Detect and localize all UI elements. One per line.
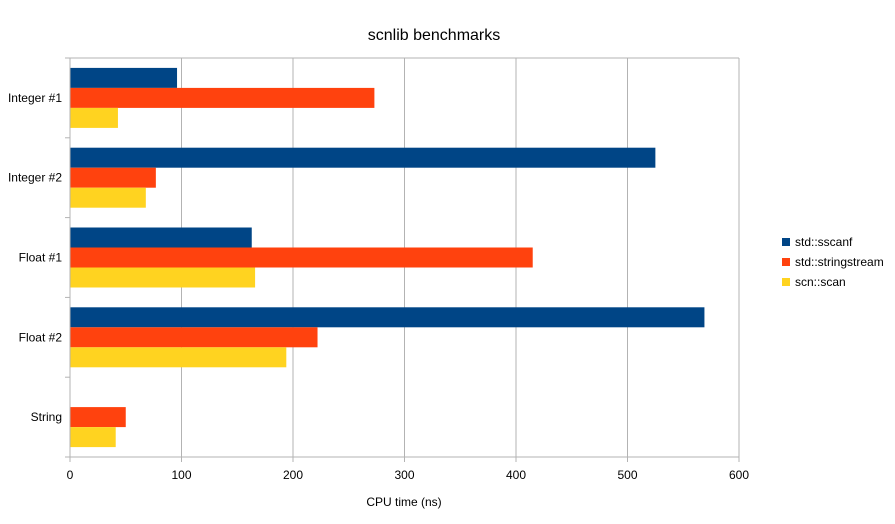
x-tick-label: 600 (729, 468, 749, 482)
x-tick-label: 500 (617, 468, 637, 482)
y-category-label: Float #2 (19, 330, 63, 344)
legend-label: scn::scan (795, 275, 846, 289)
bar-std-stringstream (70, 247, 533, 268)
bar-scn-scan (70, 347, 287, 368)
bar-std-sscanf (70, 67, 178, 88)
bar-scn-scan (70, 107, 118, 128)
bar-std-stringstream (70, 407, 126, 428)
legend-label: std::stringstream (795, 255, 884, 269)
x-tick-label: 0 (67, 468, 74, 482)
bar-std-sscanf (70, 147, 656, 168)
bar-std-sscanf (70, 307, 705, 328)
bar-scn-scan (70, 427, 116, 448)
y-category-label: Integer #2 (8, 171, 62, 185)
bars (70, 67, 705, 448)
bar-std-stringstream (70, 167, 156, 188)
legend-swatch (782, 238, 790, 246)
axes: 0 100 200 300 400 500 600 Integer #1 Integer #2 F… (8, 57, 749, 482)
legend-label: std::sscanf (795, 235, 853, 249)
x-tick-label: 200 (283, 468, 303, 482)
bar-scn-scan (70, 267, 256, 288)
chart-title: scnlib benchmarks (368, 27, 501, 44)
bar-std-sscanf (70, 227, 252, 248)
x-tick-label: 300 (394, 468, 414, 482)
y-category-label: String (31, 410, 62, 424)
y-category-label: Integer #1 (8, 91, 62, 105)
legend-swatch (782, 278, 790, 286)
legend-swatch (782, 258, 790, 266)
x-tick-label: 100 (171, 468, 191, 482)
y-category-label: Float #1 (19, 251, 63, 265)
x-axis-label: CPU time (ns) (366, 495, 441, 509)
bar-std-stringstream (70, 327, 318, 348)
bar-scn-scan (70, 187, 146, 208)
bar-std-stringstream (70, 87, 375, 108)
x-tick-label: 400 (506, 468, 526, 482)
